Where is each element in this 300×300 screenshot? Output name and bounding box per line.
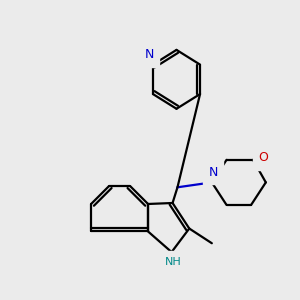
Text: NH: NH: [165, 257, 182, 267]
Text: N: N: [208, 166, 218, 179]
Text: N: N: [145, 48, 154, 61]
Text: O: O: [258, 152, 268, 164]
